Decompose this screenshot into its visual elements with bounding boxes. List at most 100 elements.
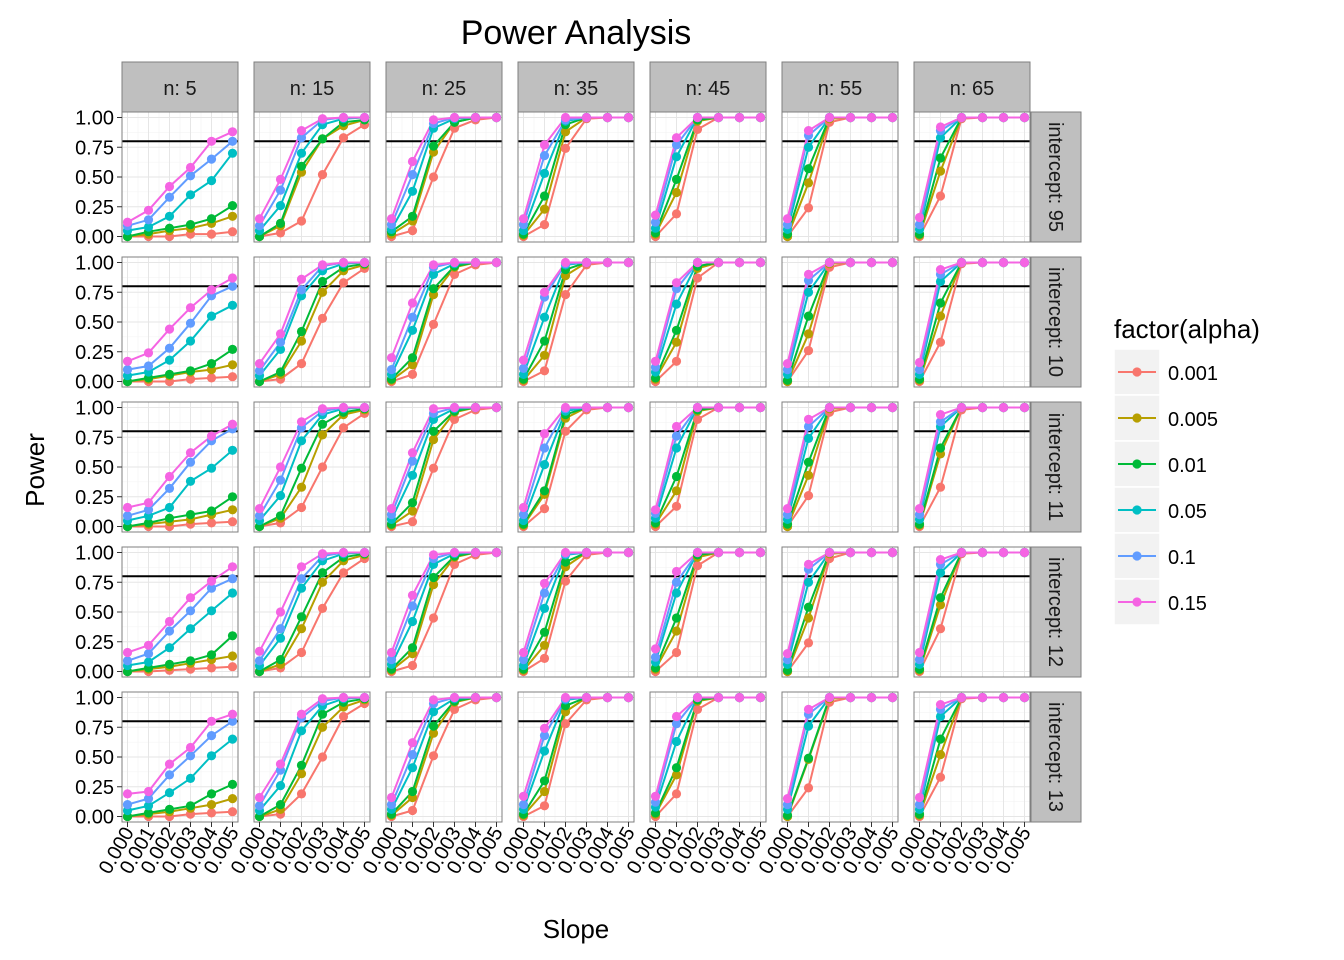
facet-panel — [517, 256, 635, 388]
data-point — [206, 463, 217, 473]
data-point — [539, 140, 550, 150]
data-point — [866, 547, 877, 558]
data-point — [914, 655, 925, 665]
data-point — [650, 505, 661, 515]
facet-panel — [517, 111, 635, 243]
data-point — [407, 616, 418, 627]
data-point — [692, 402, 703, 413]
data-point — [338, 423, 349, 433]
data-point — [428, 721, 439, 731]
data-point — [275, 781, 286, 791]
data-point — [650, 356, 661, 366]
data-point — [671, 736, 682, 747]
data-point — [782, 649, 793, 659]
data-point — [122, 217, 133, 227]
panel-border — [781, 546, 899, 678]
data-point — [671, 763, 682, 773]
data-point — [275, 633, 286, 643]
data-point — [539, 486, 550, 496]
facet-panel — [517, 546, 635, 678]
y-tick-label: 0.50 — [75, 312, 114, 334]
data-point — [407, 786, 418, 797]
data-point — [977, 692, 988, 703]
data-point — [407, 590, 418, 600]
data-point — [803, 433, 814, 443]
data-point — [386, 800, 397, 810]
data-point — [866, 257, 877, 268]
facet-panel — [781, 691, 899, 823]
data-point — [671, 711, 682, 722]
data-point — [977, 547, 988, 558]
data-point — [935, 298, 946, 308]
panel-border — [781, 401, 899, 533]
data-point — [845, 692, 856, 703]
data-point — [824, 692, 835, 703]
data-point — [206, 359, 217, 369]
data-point — [185, 318, 196, 328]
data-point — [359, 692, 370, 703]
data-point — [470, 402, 481, 413]
data-point — [518, 214, 529, 224]
data-point — [407, 498, 418, 508]
data-point — [296, 482, 307, 492]
data-point — [692, 124, 703, 134]
data-point — [164, 788, 175, 798]
data-point — [560, 576, 571, 586]
data-point — [602, 402, 613, 413]
facet-panel — [385, 401, 503, 533]
data-point — [449, 402, 460, 413]
data-point — [782, 504, 793, 514]
data-point — [227, 631, 238, 641]
y-tick-label: 0.00 — [75, 517, 114, 539]
data-point — [317, 603, 328, 614]
data-point — [206, 789, 217, 799]
data-point — [338, 547, 349, 558]
data-point — [338, 278, 349, 288]
data-point — [407, 298, 418, 308]
data-point — [428, 319, 439, 329]
data-point — [935, 700, 946, 710]
data-point — [227, 651, 238, 661]
row-strip — [1030, 401, 1082, 533]
data-point — [692, 112, 703, 123]
data-point — [428, 707, 439, 717]
y-tick-label: 0.75 — [75, 427, 114, 449]
row-strip — [1030, 546, 1082, 678]
data-point — [692, 414, 703, 424]
data-point — [428, 751, 439, 761]
data-point — [470, 257, 481, 268]
data-point — [164, 659, 175, 670]
data-point — [254, 801, 265, 811]
data-point — [428, 426, 439, 436]
data-point — [977, 112, 988, 123]
data-point — [803, 638, 814, 648]
data-point — [254, 511, 265, 521]
data-point — [227, 709, 238, 719]
data-point — [275, 337, 286, 347]
data-point — [338, 711, 349, 722]
data-point — [866, 112, 877, 123]
data-point — [254, 214, 265, 224]
data-point — [428, 550, 439, 560]
data-point — [713, 692, 724, 703]
data-point — [407, 750, 418, 760]
data-point — [803, 311, 814, 321]
data-point — [122, 502, 133, 513]
data-point — [539, 204, 550, 214]
data-point — [227, 734, 238, 744]
data-point — [275, 759, 286, 769]
x-axis-label: Slope — [543, 914, 610, 944]
data-point — [206, 214, 217, 224]
data-point — [935, 410, 946, 420]
data-point — [296, 760, 307, 770]
data-point — [671, 187, 682, 198]
facet-panel — [649, 546, 767, 678]
data-point — [227, 360, 238, 370]
data-point — [998, 402, 1009, 413]
data-point — [539, 191, 550, 201]
data-point — [650, 210, 661, 220]
data-point — [671, 501, 682, 511]
data-point — [428, 141, 439, 151]
data-point — [539, 653, 550, 664]
data-point — [428, 404, 439, 414]
